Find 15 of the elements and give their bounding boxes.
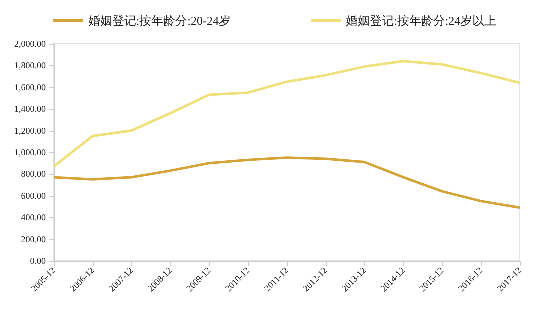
y-tick-label: 1,800.00 [14,60,46,71]
y-tick-label: 1,600.00 [14,82,46,92]
line-series [52,156,522,210]
y-tick-label: 600.00 [21,190,46,201]
legend-label: 婚姻登记:按年龄分:20-24岁 [88,14,232,28]
y-tick-label: 800.00 [21,169,46,180]
y-tick-label: 200.00 [21,234,46,244]
y-tick-label: 0.00 [30,256,46,266]
y-tick-label: 1,200.00 [14,126,46,136]
line-series [52,60,522,168]
legend-label: 婚姻登记:按年龄分:24岁以上 [346,14,497,28]
y-tick-label: 400.00 [21,212,46,223]
y-tick-label: 1,400.00 [14,104,46,114]
y-tick-label: 2,000.00 [14,39,46,49]
y-tick-label: 1,000.00 [14,148,46,158]
